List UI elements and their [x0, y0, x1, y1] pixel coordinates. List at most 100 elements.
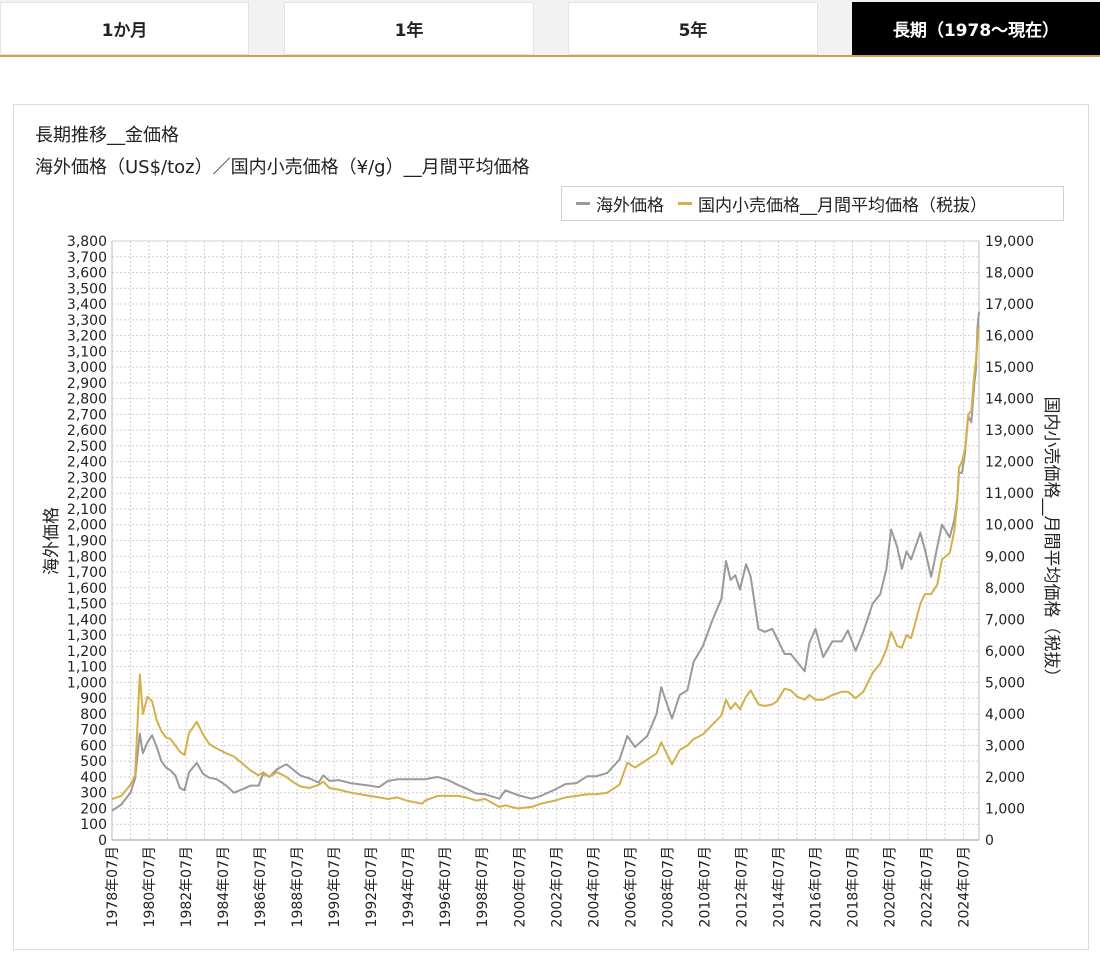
y-left-tick-label: 0 — [98, 833, 107, 849]
y-right-tick-label: 16,000 — [985, 329, 1034, 345]
y-left-tick-label: 3,400 — [67, 297, 107, 313]
x-tick-label: 1992年07月 — [364, 846, 380, 927]
y-left-tick-label: 200 — [80, 801, 107, 817]
period-tabs: 1か月 1年 5年 長期（1978～現在） — [0, 0, 1100, 57]
y-left-tick-label: 1,500 — [67, 597, 107, 613]
y-left-tick-label: 2,200 — [67, 486, 107, 502]
x-tick-label: 2008年07月 — [660, 846, 676, 927]
chart-panel — [13, 104, 1089, 950]
y-left-tick-label: 1,200 — [67, 644, 107, 660]
y-right-tick-label: 18,000 — [985, 266, 1034, 282]
y-left-tick-label: 2,700 — [67, 407, 107, 423]
y-right-tick-label: 0 — [985, 833, 994, 849]
y-left-tick-label: 700 — [80, 723, 107, 739]
legend-label-domestic: 国内小売価格__月間平均価格（税抜） — [698, 196, 987, 216]
grid-lines — [111, 240, 980, 841]
y-right-tick-label: 2,000 — [985, 770, 1025, 786]
y-left-tick-label: 2,900 — [67, 376, 107, 392]
y-axis-left-title: 海外価格 — [42, 507, 62, 575]
y-left-tick-label: 900 — [80, 691, 107, 707]
y-right-tick-label: 5,000 — [985, 675, 1025, 691]
y-axis-right: 0 1,000 2,000 3,000 4,000 5,000 6,000 7,000 8,00… — [985, 234, 1034, 849]
y-left-tick-label: 400 — [80, 770, 107, 786]
x-tick-label: 1986年07月 — [253, 846, 269, 927]
y-left-tick-label: 1,300 — [67, 628, 107, 644]
y-right-tick-label: 8,000 — [985, 581, 1025, 597]
y-left-tick-label: 2,400 — [67, 455, 107, 471]
x-tick-label: 1982年07月 — [179, 846, 195, 927]
y-left-tick-label: 3,100 — [67, 344, 107, 360]
y-right-tick-label: 6,000 — [985, 644, 1025, 660]
y-left-tick-label: 800 — [80, 707, 107, 723]
y-left-tick-label: 500 — [80, 754, 107, 770]
y-left-tick-label: 2,000 — [67, 518, 107, 534]
y-left-tick-label: 600 — [80, 738, 107, 754]
y-right-tick-label: 12,000 — [985, 455, 1034, 471]
y-left-tick-label: 3,500 — [67, 281, 107, 297]
x-tick-label: 2006年07月 — [623, 846, 639, 927]
legend-swatch-overseas — [576, 202, 590, 205]
series-line-domestic — [111, 325, 980, 810]
y-right-tick-label: 10,000 — [985, 518, 1034, 534]
x-axis: 1978年07月 1980年07月 1982年07月 1984年07月 1986年07月… — [105, 846, 973, 927]
tab-long-term[interactable]: 長期（1978～現在） — [852, 2, 1100, 55]
y-left-tick-label: 300 — [80, 786, 107, 802]
y-right-tick-label: 9,000 — [985, 549, 1025, 565]
y-left-tick-label: 1,600 — [67, 581, 107, 597]
chart-title: 長期推移__金価格 — [35, 125, 179, 146]
y-right-tick-label: 7,000 — [985, 612, 1025, 628]
x-tick-label: 2020年07月 — [883, 846, 899, 927]
y-right-tick-label: 1,000 — [985, 801, 1025, 817]
y-right-tick-label: 17,000 — [985, 297, 1034, 313]
y-left-tick-label: 3,700 — [67, 250, 107, 266]
y-right-tick-label: 15,000 — [985, 360, 1034, 376]
x-tick-label: 1990年07月 — [327, 846, 343, 927]
tab-5-years[interactable]: 5年 — [568, 2, 818, 55]
y-axis-right-title: 国内小売価格__月間平均価格（税抜） — [1041, 397, 1061, 686]
x-tick-label: 2018年07月 — [845, 846, 861, 927]
y-left-tick-label: 2,500 — [67, 439, 107, 455]
y-right-tick-label: 13,000 — [985, 423, 1034, 439]
y-left-tick-label: 1,900 — [67, 534, 107, 550]
chart-legend: 海外価格 国内小売価格__月間平均価格（税抜） — [561, 186, 1064, 221]
x-tick-label: 1996年07月 — [438, 846, 454, 927]
y-right-tick-label: 11,000 — [985, 486, 1034, 502]
legend-item-domestic[interactable]: 国内小売価格__月間平均価格（税抜） — [678, 191, 987, 216]
y-right-tick-label: 3,000 — [985, 738, 1025, 754]
tab-1-month[interactable]: 1か月 — [0, 2, 249, 55]
series-lines — [111, 311, 980, 812]
x-tick-label: 1980年07月 — [142, 846, 158, 927]
x-tick-label: 2014年07月 — [771, 846, 787, 927]
x-tick-label: 1984年07月 — [216, 846, 232, 927]
x-tick-label: 2002年07月 — [549, 846, 565, 927]
series-line-overseas — [111, 311, 980, 812]
x-tick-label: 2024年07月 — [957, 846, 973, 927]
y-left-tick-label: 3,200 — [67, 329, 107, 345]
tab-1-year[interactable]: 1年 — [284, 2, 534, 55]
y-left-tick-label: 3,600 — [67, 266, 107, 282]
y-left-tick-label: 3,300 — [67, 313, 107, 329]
y-left-tick-label: 2,300 — [67, 470, 107, 486]
x-tick-label: 2004年07月 — [586, 846, 602, 927]
legend-swatch-domestic — [678, 202, 692, 205]
y-left-tick-label: 3,800 — [67, 234, 107, 250]
y-left-tick-label: 2,100 — [67, 502, 107, 518]
x-tick-label: 1998年07月 — [475, 846, 491, 927]
legend-item-overseas[interactable]: 海外価格 — [576, 191, 664, 216]
y-left-tick-label: 1,000 — [67, 675, 107, 691]
y-left-tick-label: 1,100 — [67, 660, 107, 676]
x-tick-label: 1994年07月 — [401, 846, 417, 927]
x-tick-label: 2010年07月 — [697, 846, 713, 927]
x-tick-label: 1978年07月 — [105, 846, 121, 927]
y-left-tick-label: 2,600 — [67, 423, 107, 439]
x-tick-label: 1988年07月 — [290, 846, 306, 927]
y-left-tick-label: 1,800 — [67, 549, 107, 565]
x-tick-label: 2012年07月 — [734, 846, 750, 927]
x-tick-label: 2016年07月 — [808, 846, 824, 927]
y-left-tick-label: 1,400 — [67, 612, 107, 628]
y-axis-left: 01002003004005006007008009001,0001,1001,… — [67, 234, 107, 849]
y-left-tick-label: 3,000 — [67, 360, 107, 376]
y-right-tick-label: 14,000 — [985, 392, 1034, 408]
y-left-tick-label: 2,800 — [67, 392, 107, 408]
